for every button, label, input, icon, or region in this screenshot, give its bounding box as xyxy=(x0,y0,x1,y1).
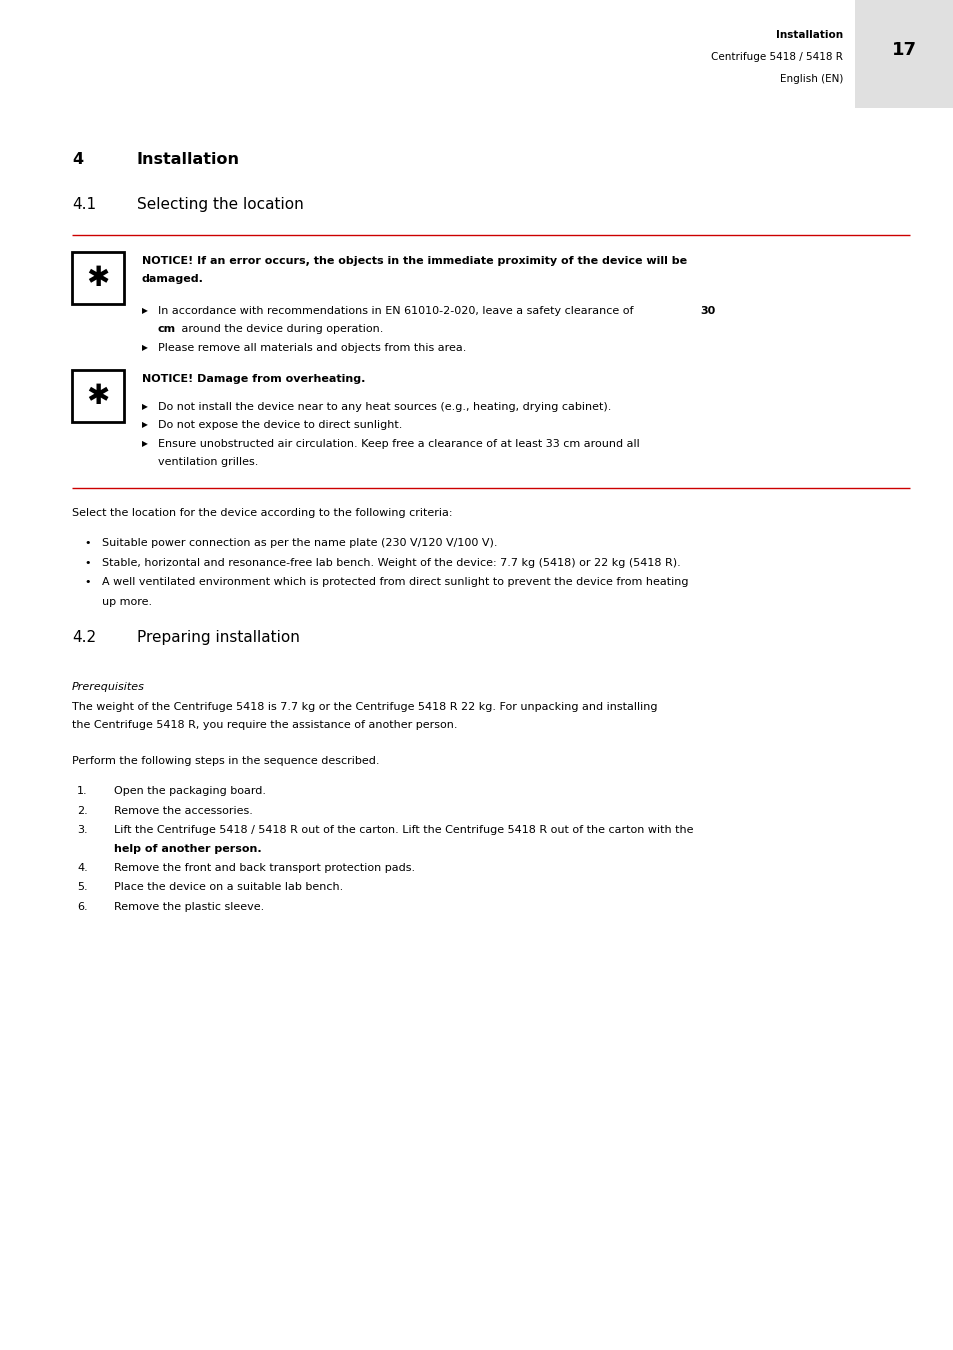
Text: Suitable power connection as per the name plate (230 V/120 V/100 V).: Suitable power connection as per the nam… xyxy=(102,539,497,548)
Text: Preparing installation: Preparing installation xyxy=(137,630,299,645)
Text: Do not install the device near to any heat sources (e.g., heating, drying cabine: Do not install the device near to any he… xyxy=(158,402,611,412)
Text: ✱: ✱ xyxy=(87,382,110,410)
Text: 30: 30 xyxy=(700,306,715,316)
Text: The weight of the Centrifuge 5418 is 7.7 kg or the Centrifuge 5418 R 22 kg. For : The weight of the Centrifuge 5418 is 7.7… xyxy=(71,702,657,711)
Text: NOTICE! If an error occurs, the objects in the immediate proximity of the device: NOTICE! If an error occurs, the objects … xyxy=(142,256,686,266)
Text: ▶: ▶ xyxy=(142,343,148,352)
Text: 4.1: 4.1 xyxy=(71,197,96,212)
Text: ventilation grilles.: ventilation grilles. xyxy=(158,458,258,467)
Text: •: • xyxy=(84,558,91,567)
Text: Remove the accessories.: Remove the accessories. xyxy=(113,806,253,815)
Text: ▶: ▶ xyxy=(142,402,148,410)
Text: ✱: ✱ xyxy=(87,265,110,292)
Text: 4: 4 xyxy=(71,153,83,167)
Text: Installation: Installation xyxy=(775,30,842,40)
Text: up more.: up more. xyxy=(102,597,152,606)
Text: Do not expose the device to direct sunlight.: Do not expose the device to direct sunli… xyxy=(158,420,402,431)
Text: Perform the following steps in the sequence described.: Perform the following steps in the seque… xyxy=(71,756,379,765)
Bar xyxy=(71,370,124,423)
Text: A well ventilated environment which is protected from direct sunlight to prevent: A well ventilated environment which is p… xyxy=(102,576,688,587)
Text: Place the device on a suitable lab bench.: Place the device on a suitable lab bench… xyxy=(113,883,343,892)
Text: the Centrifuge 5418 R, you require the assistance of another person.: the Centrifuge 5418 R, you require the a… xyxy=(71,721,457,730)
Text: Ensure unobstructed air circulation. Keep free a clearance of at least 33 cm aro: Ensure unobstructed air circulation. Kee… xyxy=(158,439,639,450)
Text: •: • xyxy=(84,539,91,548)
Text: 4.: 4. xyxy=(77,863,88,873)
Text: ▶: ▶ xyxy=(142,439,148,448)
Text: Please remove all materials and objects from this area.: Please remove all materials and objects … xyxy=(158,343,466,352)
Text: ▶: ▶ xyxy=(142,306,148,315)
Text: NOTICE! Damage from overheating.: NOTICE! Damage from overheating. xyxy=(142,374,365,383)
Text: 4.2: 4.2 xyxy=(71,630,96,645)
Text: Centrifuge 5418 / 5418 R: Centrifuge 5418 / 5418 R xyxy=(710,53,842,62)
Text: 5.: 5. xyxy=(77,883,88,892)
Text: 17: 17 xyxy=(891,40,916,59)
Text: Remove the plastic sleeve.: Remove the plastic sleeve. xyxy=(113,902,264,913)
Text: Select the location for the device according to the following criteria:: Select the location for the device accor… xyxy=(71,508,452,518)
Text: •: • xyxy=(84,576,91,587)
Text: In accordance with recommendations in EN 61010-2-020, leave a safety clearance o: In accordance with recommendations in EN… xyxy=(158,306,637,316)
Text: English (EN): English (EN) xyxy=(779,74,842,84)
Text: around the device during operation.: around the device during operation. xyxy=(177,324,382,335)
Text: Lift the Centrifuge 5418 / 5418 R out of the carton. Lift the Centrifuge 5418 R : Lift the Centrifuge 5418 / 5418 R out of… xyxy=(113,825,693,836)
Text: Selecting the location: Selecting the location xyxy=(137,197,303,212)
Text: Prerequisites: Prerequisites xyxy=(71,682,145,693)
Text: 6.: 6. xyxy=(77,902,88,913)
Text: Open the packaging board.: Open the packaging board. xyxy=(113,786,266,796)
Text: help of another person.: help of another person. xyxy=(113,845,261,855)
Bar xyxy=(854,0,953,108)
Text: cm: cm xyxy=(158,324,176,335)
Bar xyxy=(71,252,124,304)
Text: 3.: 3. xyxy=(77,825,88,836)
Text: ▶: ▶ xyxy=(142,420,148,429)
Text: Installation: Installation xyxy=(137,153,240,167)
Text: Remove the front and back transport protection pads.: Remove the front and back transport prot… xyxy=(113,863,415,873)
Text: damaged.: damaged. xyxy=(142,274,204,284)
Text: Stable, horizontal and resonance-free lab bench. Weight of the device: 7.7 kg (5: Stable, horizontal and resonance-free la… xyxy=(102,558,680,567)
Text: 2.: 2. xyxy=(77,806,88,815)
Text: 1.: 1. xyxy=(77,786,88,796)
